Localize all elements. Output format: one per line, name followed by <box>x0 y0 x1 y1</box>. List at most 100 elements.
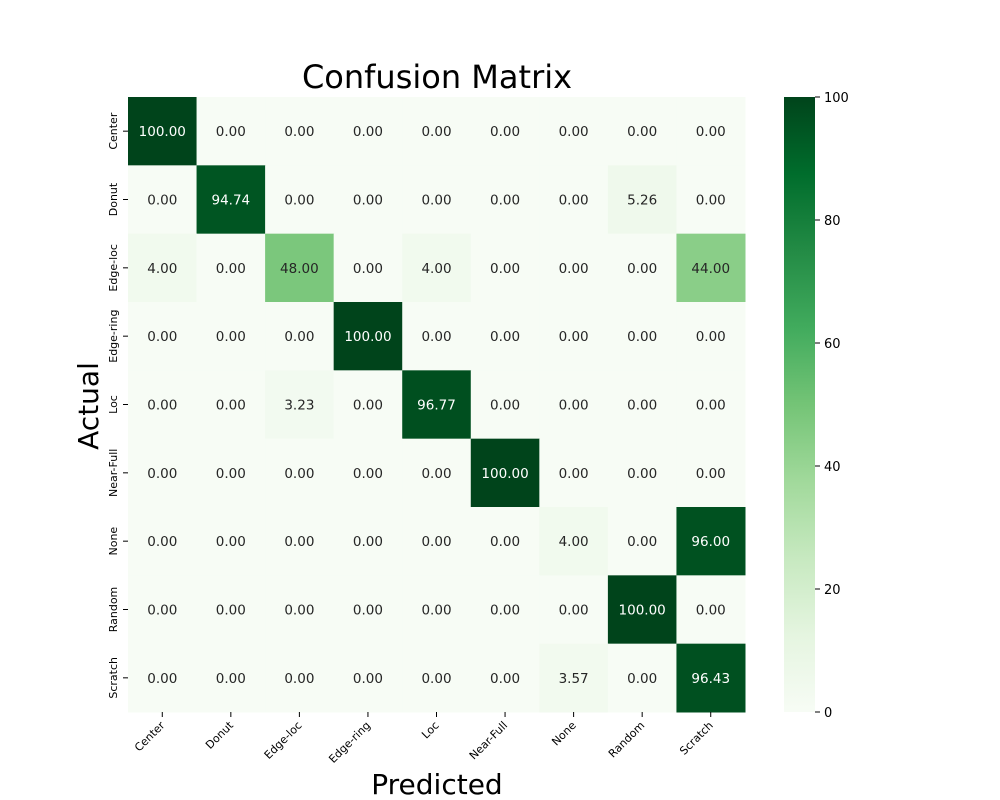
cell-value-label: 0.00 <box>216 603 246 619</box>
cell-value-label: 100.00 <box>344 329 391 345</box>
heatmap-cell <box>470 575 540 645</box>
cell-value-label: 0.00 <box>353 671 383 687</box>
heatmap-cell <box>265 302 335 371</box>
heatmap-cell <box>265 233 335 303</box>
heatmap-cell <box>607 302 677 371</box>
x-tick-label: None <box>549 719 579 749</box>
heatmap-cell <box>607 233 677 303</box>
cell-value-label: 0.00 <box>147 603 177 619</box>
colorbar-tick-label: 0 <box>824 706 832 721</box>
heatmap-cell <box>333 575 403 645</box>
heatmap-cell <box>196 97 266 166</box>
heatmap-cell <box>470 165 540 235</box>
cell-value-label: 0.00 <box>696 329 726 345</box>
x-tick-label: Edge-loc <box>262 719 305 762</box>
heatmap-cell <box>539 643 609 713</box>
heatmap-cell <box>128 438 198 508</box>
heatmap-cell <box>128 302 198 371</box>
heatmap-cell <box>470 97 540 166</box>
cell-value-label: 0.00 <box>696 603 726 619</box>
heatmap-cell <box>402 438 472 508</box>
cell-value-label: 0.00 <box>147 534 177 550</box>
heatmap-cell <box>333 302 403 371</box>
heatmap-cell <box>196 575 266 645</box>
heatmap-cell <box>128 575 198 645</box>
heatmap-cell <box>676 233 746 303</box>
heatmap-cell <box>607 643 677 713</box>
cell-value-label: 0.00 <box>559 603 589 619</box>
heatmap-cell <box>539 438 609 508</box>
y-tick-label: Random <box>107 587 120 633</box>
cell-value-label: 0.00 <box>353 534 383 550</box>
cell-value-label: 0.00 <box>559 398 589 414</box>
heatmap-cell <box>539 97 609 166</box>
cell-value-label: 0.00 <box>627 466 657 482</box>
cell-value-label: 0.00 <box>490 193 520 209</box>
heatmap-cell <box>196 643 266 713</box>
heatmap-cell <box>470 302 540 371</box>
heatmap-cell <box>402 97 472 166</box>
cell-value-label: 0.00 <box>284 124 314 140</box>
cell-value-label: 4.00 <box>421 261 451 277</box>
cell-value-label: 0.00 <box>421 466 451 482</box>
heatmap-cell <box>607 575 677 645</box>
cell-value-label: 0.00 <box>627 534 657 550</box>
heatmap-cell <box>265 97 335 166</box>
cell-value-label: 0.00 <box>421 329 451 345</box>
y-axis-label: Actual <box>72 362 105 450</box>
cell-value-label: 100.00 <box>139 124 186 140</box>
heatmap-cell <box>470 438 540 508</box>
heatmap-cell <box>402 233 472 303</box>
cell-value-label: 0.00 <box>353 124 383 140</box>
cell-value-label: 0.00 <box>216 534 246 550</box>
x-tick-label: Edge-ring <box>326 719 373 766</box>
heatmap-cell <box>128 507 198 576</box>
heatmap-cell <box>196 302 266 371</box>
cell-value-label: 0.00 <box>216 261 246 277</box>
heatmap-cell <box>607 438 677 508</box>
cell-value-label: 0.00 <box>216 329 246 345</box>
cell-value-label: 0.00 <box>627 329 657 345</box>
cell-value-label: 44.00 <box>691 261 730 277</box>
heatmap-cell <box>470 370 540 440</box>
cell-value-label: 0.00 <box>627 124 657 140</box>
y-tick-label: Near-Full <box>107 449 120 497</box>
cell-value-label: 0.00 <box>421 534 451 550</box>
heatmap-cell <box>676 507 746 576</box>
heatmap-cell <box>539 302 609 371</box>
x-axis-ticks: Center Donut Edge-loc Edge-ring Loc Near-Full… <box>132 712 716 766</box>
cell-value-label: 0.00 <box>216 398 246 414</box>
cell-value-label: 4.00 <box>559 534 589 550</box>
heatmap-cell <box>265 507 335 576</box>
y-tick-label: Scratch <box>107 657 120 699</box>
cell-value-label: 0.00 <box>284 671 314 687</box>
cell-value-label: 0.00 <box>696 124 726 140</box>
cell-value-label: 4.00 <box>147 261 177 277</box>
cell-value-label: 0.00 <box>284 603 314 619</box>
cell-value-label: 96.77 <box>417 398 456 414</box>
heatmap-cell <box>196 233 266 303</box>
heatmap-cell <box>676 643 746 713</box>
heatmap-cell <box>402 575 472 645</box>
colorbar <box>784 97 815 712</box>
y-tick-label: None <box>107 527 120 556</box>
heatmap-cell <box>196 370 266 440</box>
heatmap-cell <box>539 370 609 440</box>
y-tick-label: Edge-ring <box>107 310 120 363</box>
heatmap-cell <box>676 438 746 508</box>
cell-value-label: 0.00 <box>559 261 589 277</box>
cell-value-label: 3.57 <box>559 671 589 687</box>
heatmap-cell <box>402 370 472 440</box>
cell-value-label: 48.00 <box>280 261 319 277</box>
chart-title: Confusion Matrix <box>302 58 572 96</box>
heatmap-cell <box>676 575 746 645</box>
y-tick-label: Loc <box>107 395 120 414</box>
heatmap-cell <box>265 575 335 645</box>
cell-value-label: 0.00 <box>147 398 177 414</box>
heatmap-cell <box>128 370 198 440</box>
colorbar-tick-label: 100 <box>824 91 849 106</box>
heatmap-cell <box>265 643 335 713</box>
cell-value-label: 0.00 <box>490 261 520 277</box>
heatmap-cell <box>539 507 609 576</box>
heatmap-cell <box>402 302 472 371</box>
